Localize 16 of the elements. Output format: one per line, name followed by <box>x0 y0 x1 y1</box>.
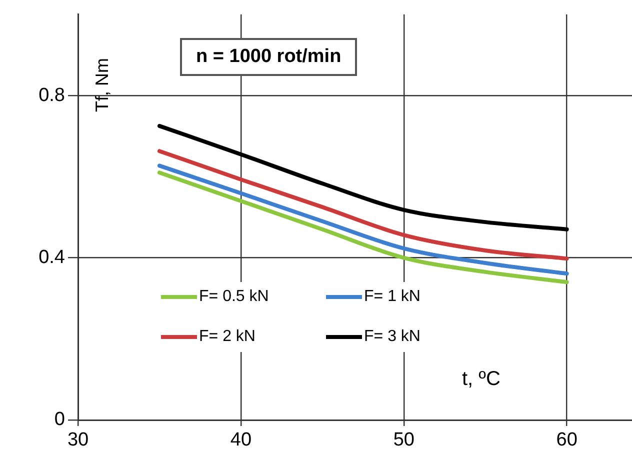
y-tick-label: 0 <box>54 409 65 430</box>
text: n = 1000 rot/min <box>180 38 358 76</box>
x-tick-label: 40 <box>230 430 252 451</box>
y-tick-label: 0.4 <box>38 246 66 268</box>
y-tick-label: 0.8 <box>38 84 65 106</box>
legend-label: F= 2 kN <box>199 328 256 346</box>
legend-label: F= 3 kN <box>364 328 420 346</box>
x-tick-label: 60 <box>556 430 578 451</box>
line-series <box>157 124 569 232</box>
legend-label: F= 1 kN <box>364 288 420 306</box>
x-axis-title: t, ºC <box>462 368 500 391</box>
line-series <box>157 149 569 261</box>
legend-label: F= 0.5 kN <box>199 288 269 306</box>
x-tick-label: 50 <box>393 430 414 451</box>
x-tick-label: 30 <box>67 430 89 451</box>
y-axis-title: Tf, Nm <box>92 58 113 112</box>
